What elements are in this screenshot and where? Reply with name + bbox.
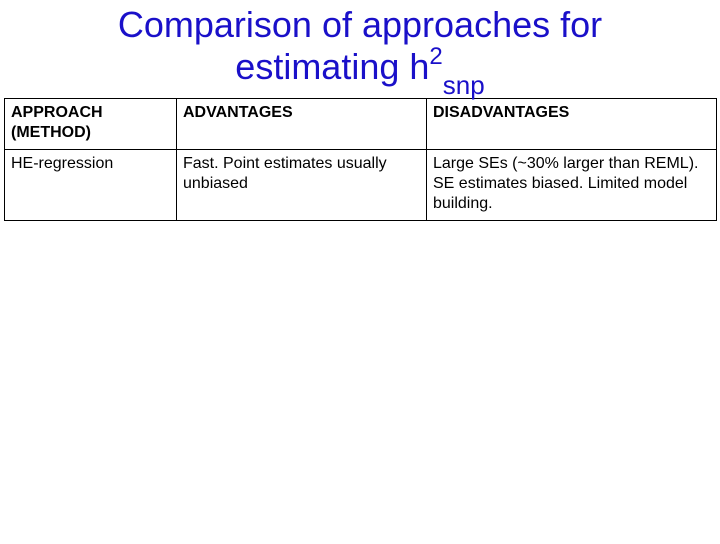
comparison-table: APPROACH (METHOD) ADVANTAGES DISADVANTAG… <box>4 98 717 221</box>
title-line2-pre: estimating h <box>235 46 429 87</box>
col-header-approach: APPROACH (METHOD) <box>5 99 177 150</box>
cell-approach: HE-regression <box>5 150 177 221</box>
table-header-row: APPROACH (METHOD) ADVANTAGES DISADVANTAG… <box>5 99 717 150</box>
col-header-disadvantages: DISADVANTAGES <box>427 99 717 150</box>
slide: Comparison of approaches for estimating … <box>0 4 720 544</box>
title-subscript: snp <box>443 70 485 100</box>
table-row: HE-regression Fast. Point estimates usua… <box>5 150 717 221</box>
cell-disadvantages: Large SEs (~30% larger than REML). SE es… <box>427 150 717 221</box>
col-header-advantages: ADVANTAGES <box>177 99 427 150</box>
title-superscript: 2 <box>429 43 442 70</box>
slide-title: Comparison of approaches for estimating … <box>0 4 720 94</box>
title-line1: Comparison of approaches for <box>118 4 602 45</box>
cell-advantages: Fast. Point estimates usually unbiased <box>177 150 427 221</box>
